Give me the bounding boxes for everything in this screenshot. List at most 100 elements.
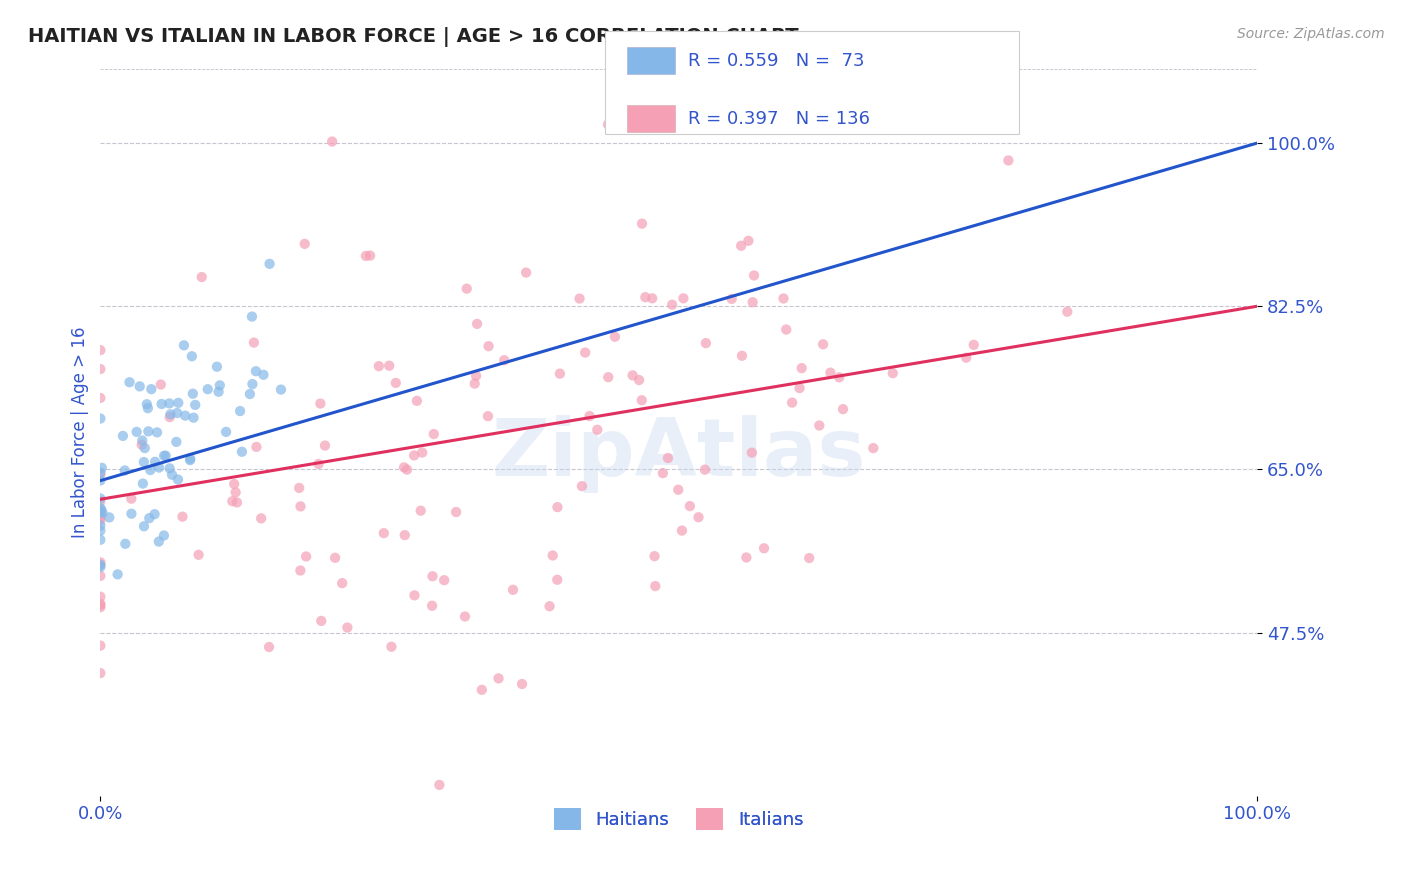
Point xyxy=(471,682,494,697)
Point xyxy=(548,367,571,381)
Point xyxy=(231,444,253,458)
Point xyxy=(997,153,1019,168)
Point xyxy=(136,401,159,416)
Point xyxy=(309,614,332,628)
Point xyxy=(295,549,318,564)
Point xyxy=(89,533,111,547)
Point xyxy=(515,266,537,280)
Point xyxy=(224,477,246,491)
Point xyxy=(502,582,524,597)
Point xyxy=(245,364,267,378)
Point xyxy=(644,549,666,564)
Point xyxy=(146,425,169,440)
Point xyxy=(181,386,204,401)
Point xyxy=(90,503,112,517)
Point xyxy=(118,376,141,390)
Point xyxy=(465,317,488,331)
Point xyxy=(139,463,162,477)
Point xyxy=(378,359,401,373)
Point xyxy=(89,558,111,572)
Point xyxy=(628,373,651,387)
Point xyxy=(578,409,600,423)
Point xyxy=(1056,304,1078,318)
Point xyxy=(259,257,281,271)
Point xyxy=(180,349,202,363)
Point xyxy=(89,569,111,583)
Point xyxy=(207,384,229,399)
Point xyxy=(89,639,111,653)
Point xyxy=(621,368,644,383)
Point xyxy=(132,455,155,469)
Point xyxy=(252,368,274,382)
Point xyxy=(153,528,176,542)
Point xyxy=(661,298,683,312)
Point xyxy=(634,290,657,304)
Point xyxy=(120,507,142,521)
Point xyxy=(174,409,197,423)
Point xyxy=(359,249,381,263)
Point xyxy=(406,393,429,408)
Point xyxy=(820,366,842,380)
Point xyxy=(464,376,486,391)
Point xyxy=(138,425,160,439)
Point xyxy=(538,599,561,614)
Point xyxy=(160,467,183,482)
Point xyxy=(672,291,695,305)
Point xyxy=(321,135,343,149)
Point xyxy=(89,494,111,508)
Point xyxy=(179,451,201,466)
Point xyxy=(89,343,111,358)
Point xyxy=(143,455,166,469)
Point xyxy=(546,500,568,515)
Point xyxy=(731,349,754,363)
Point xyxy=(89,491,111,506)
Y-axis label: In Labor Force | Age > 16: In Labor Force | Age > 16 xyxy=(72,326,89,538)
Point xyxy=(91,506,114,520)
Point xyxy=(257,640,280,654)
Point xyxy=(290,564,312,578)
Text: ZipAtlas: ZipAtlas xyxy=(492,415,866,493)
Point xyxy=(354,249,377,263)
Point xyxy=(89,558,111,572)
Point xyxy=(114,463,136,477)
Point xyxy=(89,590,111,604)
Point xyxy=(735,550,758,565)
Point xyxy=(568,292,591,306)
Point xyxy=(120,491,142,506)
Point xyxy=(190,270,212,285)
Point xyxy=(172,509,194,524)
Point xyxy=(631,217,654,231)
Point xyxy=(423,427,446,442)
Point xyxy=(808,418,831,433)
Point xyxy=(688,510,710,524)
Point xyxy=(671,524,693,538)
Point xyxy=(89,524,111,538)
Point xyxy=(89,666,111,681)
Text: R = 0.397   N = 136: R = 0.397 N = 136 xyxy=(688,110,869,128)
Point xyxy=(596,118,619,132)
Point xyxy=(240,310,263,324)
Point xyxy=(89,560,111,574)
Point xyxy=(148,460,170,475)
Point xyxy=(477,409,499,424)
Point xyxy=(644,579,666,593)
Point xyxy=(89,474,111,488)
Point xyxy=(89,597,111,611)
Point xyxy=(89,510,111,524)
Point xyxy=(404,449,426,463)
Point xyxy=(651,466,673,480)
Point xyxy=(395,462,418,476)
Point xyxy=(184,398,207,412)
Point xyxy=(179,453,201,467)
Point xyxy=(546,573,568,587)
Point xyxy=(411,445,433,459)
Point xyxy=(478,339,501,353)
Point xyxy=(465,368,488,383)
Point xyxy=(641,291,664,305)
Point xyxy=(679,499,702,513)
Point xyxy=(742,268,765,283)
Point xyxy=(89,518,111,533)
Point xyxy=(862,441,884,455)
Point xyxy=(111,429,134,443)
Point xyxy=(197,382,219,396)
